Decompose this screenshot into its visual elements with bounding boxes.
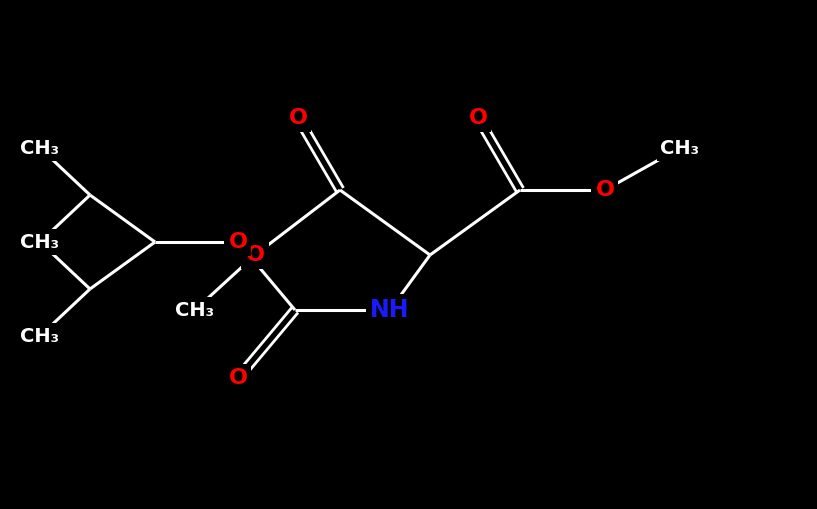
- Text: NH: NH: [370, 298, 410, 322]
- Text: CH₃: CH₃: [20, 326, 60, 346]
- Text: O: O: [596, 180, 614, 200]
- Text: CH₃: CH₃: [660, 138, 699, 157]
- Text: CH₃: CH₃: [176, 300, 215, 320]
- Text: O: O: [468, 108, 488, 128]
- Text: O: O: [229, 368, 248, 388]
- Text: CH₃: CH₃: [20, 233, 60, 251]
- Text: O: O: [245, 245, 265, 265]
- Text: CH₃: CH₃: [20, 138, 60, 157]
- Text: O: O: [229, 232, 248, 252]
- Text: O: O: [288, 108, 307, 128]
